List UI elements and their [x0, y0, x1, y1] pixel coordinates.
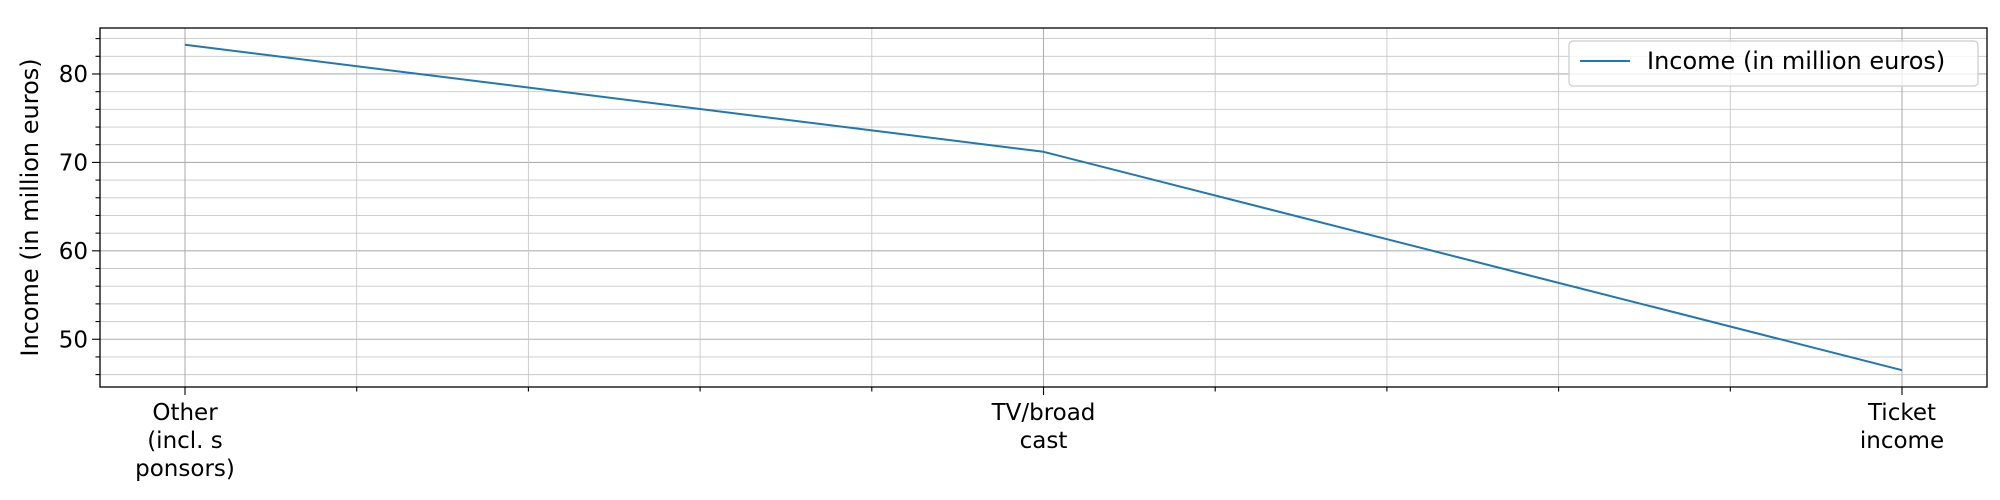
y-tick-label: 80	[59, 62, 88, 88]
x-tick-label: Ticket income	[1860, 400, 1944, 454]
x-tick-label: TV/broad cast	[991, 400, 1096, 454]
series-line-0	[184, 43, 1903, 372]
x-tick-label-line: cast	[1020, 428, 1068, 454]
y-tick-label: 60	[59, 239, 88, 265]
y-tick-label: 70	[59, 150, 88, 176]
x-tick-label-line: Other	[152, 400, 218, 426]
legend: Income (in million euros)	[1568, 40, 1979, 87]
series-layer	[184, 43, 1903, 372]
tick-marks	[92, 38, 1903, 395]
y-tick-labels: 50 60 70 80	[59, 62, 88, 353]
legend-entry-label: Income (in million euros)	[1647, 47, 1945, 75]
y-tick-label: 50	[59, 327, 88, 353]
legend-box	[1568, 40, 1979, 87]
x-tick-label-line: income	[1860, 428, 1944, 454]
x-tick-labels: Other (incl. s ponsors) TV/broad cast Ticket i…	[135, 400, 1944, 482]
x-tick-label-line: (incl. s	[147, 428, 223, 454]
x-tick-label-line: Ticket	[1867, 400, 1936, 426]
grid-lines	[100, 28, 1987, 387]
x-tick-label-line: TV/broad	[991, 400, 1096, 426]
x-tick-label: Other (incl. s ponsors)	[135, 400, 235, 482]
y-axis-title: Income (in million euros)	[16, 58, 44, 356]
x-tick-label-line: ponsors)	[135, 456, 235, 482]
